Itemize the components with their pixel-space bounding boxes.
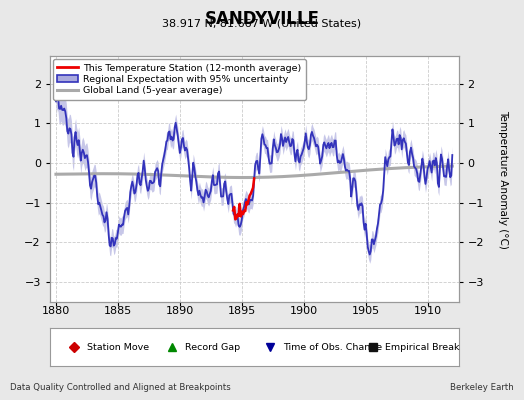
Text: SANDYVILLE: SANDYVILLE bbox=[204, 10, 320, 28]
Legend: This Temperature Station (12-month average), Regional Expectation with 95% uncer: This Temperature Station (12-month avera… bbox=[52, 59, 306, 100]
Text: Data Quality Controlled and Aligned at Breakpoints: Data Quality Controlled and Aligned at B… bbox=[10, 383, 231, 392]
Text: Time of Obs. Change: Time of Obs. Change bbox=[283, 342, 382, 352]
Text: 1885: 1885 bbox=[104, 306, 132, 316]
Text: 1900: 1900 bbox=[290, 306, 318, 316]
Text: Berkeley Earth: Berkeley Earth bbox=[450, 383, 514, 392]
Text: 1905: 1905 bbox=[352, 306, 380, 316]
Text: Record Gap: Record Gap bbox=[184, 342, 240, 352]
Text: 1895: 1895 bbox=[227, 306, 256, 316]
Text: Empirical Break: Empirical Break bbox=[385, 342, 460, 352]
Y-axis label: Temperature Anomaly (°C): Temperature Anomaly (°C) bbox=[498, 110, 508, 248]
Text: Station Move: Station Move bbox=[86, 342, 149, 352]
Text: 1910: 1910 bbox=[413, 306, 442, 316]
Text: 38.917 N, 81.667 W (United States): 38.917 N, 81.667 W (United States) bbox=[162, 18, 362, 28]
Text: 1880: 1880 bbox=[42, 306, 70, 316]
Text: 1890: 1890 bbox=[166, 306, 194, 316]
